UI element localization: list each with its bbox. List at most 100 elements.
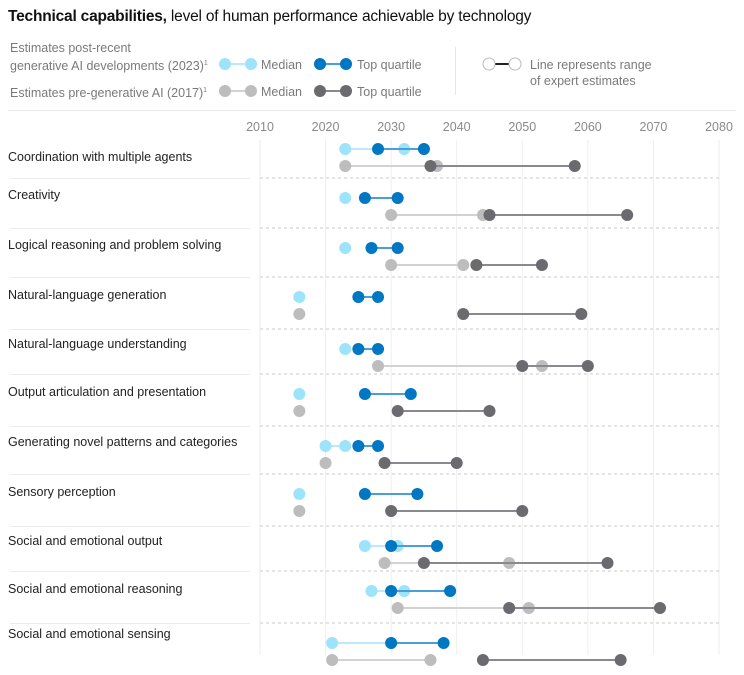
median-2023-legend-dot	[245, 58, 257, 70]
top-quartile-2023-low-dot	[385, 585, 398, 597]
top-quartile-2023-high-dot	[437, 637, 450, 649]
top-quartile-2023-high-dot	[391, 192, 404, 204]
legend-median-2017-label: Median	[261, 85, 302, 99]
chart-title: Technical capabilities, level of human p…	[8, 8, 531, 26]
top-quartile-2023-low-dot	[352, 440, 365, 452]
top-quartile-2017-legend-dot	[314, 85, 326, 97]
top-quartile-2023-low-dot	[365, 242, 378, 254]
row-divider	[10, 526, 250, 527]
top-quartile-2017-high-dot	[614, 654, 627, 666]
top-quartile-2017-low-dot	[483, 209, 496, 221]
row-label: Generating novel patterns and categories	[8, 435, 238, 449]
top-quartile-2023-high-dot	[411, 488, 424, 500]
footnote-marker: 1	[203, 60, 208, 67]
median-2017-low-dot	[372, 360, 385, 372]
top-quartile-2017-high-dot	[653, 602, 666, 614]
legend-pre-label: Estimates pre-generative AI (2017)1	[10, 83, 207, 101]
median-2023-low-dot	[365, 585, 378, 597]
median-2017-low-dot	[319, 457, 332, 469]
footnote-marker: 1	[203, 87, 208, 94]
top-quartile-2023-high-dot	[372, 291, 385, 303]
top-quartile-2023-legend-dot	[314, 58, 326, 70]
top-quartile-2023-high-dot	[372, 440, 385, 452]
legend-pre-label-text: Estimates pre-generative AI (2017)	[10, 86, 204, 101]
chart-title-bold: Technical capabilities,	[8, 8, 167, 25]
top-quartile-2017-legend-dot	[340, 85, 352, 97]
row-divider	[10, 277, 250, 278]
legend-range-note: Line represents range of expert estimate…	[530, 57, 652, 89]
row-label: Social and emotional reasoning	[8, 582, 183, 596]
top-quartile-2017-high-dot	[450, 457, 463, 469]
median-2017-legend-dot	[245, 85, 257, 97]
row-label: Logical reasoning and problem solving	[8, 237, 222, 252]
median-2017-low-dot	[293, 405, 306, 417]
top-quartile-2017-low-dot	[385, 505, 398, 517]
median-2023-low-dot	[293, 291, 306, 303]
median-2023-low-dot	[339, 343, 352, 355]
median-2023-low-dot	[293, 388, 306, 400]
top-quartile-2023-high-dot	[404, 388, 417, 400]
top-quartile-2023-high-dot	[417, 143, 430, 155]
row-divider	[10, 178, 250, 179]
row-divider	[10, 623, 250, 624]
top-quartile-2017-low-dot	[503, 602, 516, 614]
row-label: Social and emotional sensing	[8, 626, 171, 641]
row-label: Output articulation and presentation	[8, 385, 207, 399]
median-2023-low-dot	[339, 192, 352, 204]
row-divider	[10, 474, 250, 475]
median-2017-legend-dot	[219, 85, 231, 97]
x-tick-label: 2050	[508, 120, 537, 134]
top-quartile-2017-high-dot	[535, 259, 548, 271]
top-quartile-2017-low-dot	[476, 654, 489, 666]
top-quartile-2023-low-dot	[372, 143, 385, 155]
top-quartile-2017-low-dot	[516, 360, 529, 372]
top-quartile-2017-high-dot	[581, 360, 594, 372]
median-2023-low-dot	[339, 143, 352, 155]
row-divider	[10, 374, 250, 375]
row-divider	[10, 329, 250, 330]
top-quartile-2023-legend-dot	[340, 58, 352, 70]
median-2017-low-dot	[385, 209, 398, 221]
top-quartile-2017-low-dot	[424, 160, 437, 172]
median-2017-low-dot	[391, 602, 404, 614]
top-quartile-2017-low-dot	[470, 259, 483, 271]
row-divider	[10, 228, 250, 229]
row-label: Coordination with multiple agents	[8, 150, 193, 164]
median-2017-low-dot	[378, 557, 391, 569]
median-2023-low-dot	[319, 440, 332, 452]
top-quartile-2017-low-dot	[378, 457, 391, 469]
median-2023-low-dot	[339, 242, 352, 254]
top-quartile-2023-low-dot	[385, 540, 398, 552]
median-2017-low-dot	[293, 308, 306, 320]
legend-range-line1: Line represents range	[530, 58, 652, 72]
top-quartile-2023-low-dot	[385, 637, 398, 649]
x-tick-label: 2060	[573, 120, 602, 134]
top-quartile-2023-high-dot	[431, 540, 444, 552]
legend-top-2017-label: Top quartile	[357, 85, 422, 99]
legend-median-2023-label: Median	[261, 58, 302, 72]
legend-post-label: Estimates post-recent generative AI deve…	[10, 40, 208, 74]
median-2017-high-dot	[424, 654, 437, 666]
row-label: Natural-language understanding	[8, 336, 187, 351]
top-quartile-2023-low-dot	[352, 291, 365, 303]
row-label: Creativity	[8, 188, 61, 202]
top-quartile-2017-low-dot	[391, 405, 404, 417]
x-tick-label: 2010	[246, 120, 274, 134]
legend-divider	[455, 47, 456, 95]
x-tick-label: 2080	[705, 120, 733, 134]
range-legend-dot	[508, 57, 522, 71]
x-tick-label: 2040	[442, 120, 471, 134]
median-2023-high-dot	[339, 440, 352, 452]
x-tick-label: 2030	[377, 120, 406, 134]
median-2017-low-dot	[385, 259, 398, 271]
median-2023-low-dot	[358, 540, 371, 552]
x-tick-label: 2020	[311, 120, 340, 134]
legend-range-line2: of expert estimates	[530, 74, 636, 88]
top-quartile-2017-high-dot	[601, 557, 614, 569]
top-quartile-2023-low-dot	[358, 388, 371, 400]
range-legend-dot	[482, 57, 496, 71]
median-2023-low-dot	[293, 488, 306, 500]
legend-top-2023-label: Top quartile	[357, 58, 422, 72]
top-quartile-2017-high-dot	[621, 209, 634, 221]
